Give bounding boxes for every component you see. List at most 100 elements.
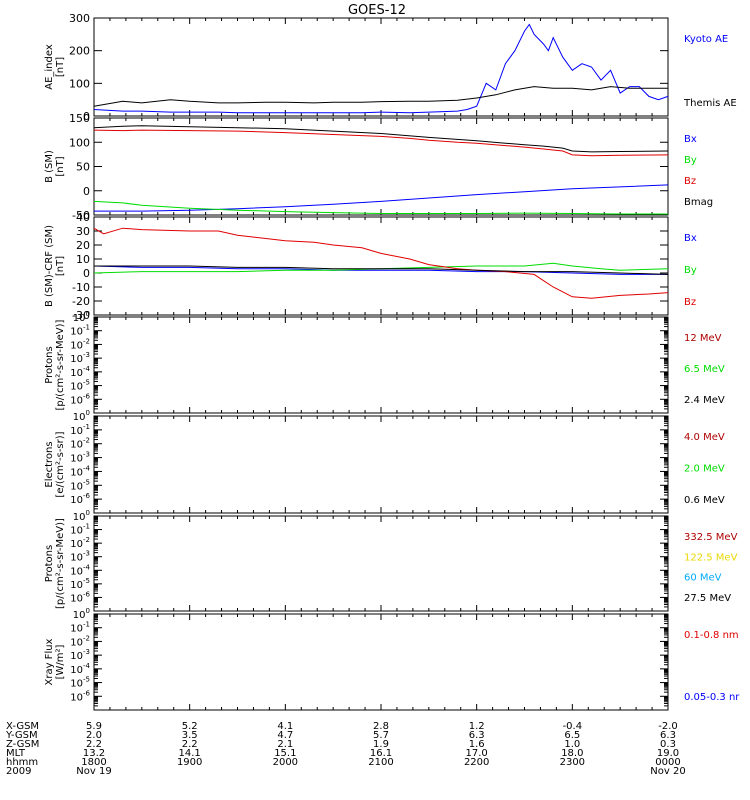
legend-entry: 27.5 MeV [684, 593, 731, 604]
y-tick-label: 10-1 [70, 523, 90, 537]
xaxis-value: 15.1 [274, 748, 296, 759]
xaxis-value: 2100 [368, 757, 393, 768]
y-tick-label: -30 [72, 309, 90, 322]
xaxis-value: 2200 [464, 757, 489, 768]
y-tick-label: 200 [69, 45, 90, 58]
y-tick-label: 10-6 [70, 392, 90, 406]
legend-entry: 0.05-0.3 nr [684, 692, 740, 703]
legend-entry: 2.4 MeV [684, 395, 725, 406]
legend-entry: Bx [684, 233, 697, 244]
panel-7: Xray Flux [W/m²] 10010-110-210-310-410-510… [44, 607, 740, 711]
y-tick-label: 40 [76, 211, 90, 224]
xaxis-value: 4.1 [277, 721, 293, 732]
xaxis-row-label: hhmm [6, 757, 38, 768]
y-axis-label: B (SM) [44, 150, 55, 183]
legend-entry: By [684, 155, 697, 166]
y-tick-label: 50 [76, 161, 90, 174]
series-line [93, 23, 669, 114]
y-tick-label: 10-4 [70, 563, 90, 577]
xaxis-value: 5.9 [86, 721, 102, 732]
y-axis-label: Protons [44, 346, 55, 383]
xaxis-value: 1.0 [564, 739, 580, 750]
xaxis-row-label: Z-GSM [6, 739, 39, 750]
y-tick-label: 10-3 [70, 648, 90, 662]
panel-2: B (SM) [nT] -50 0 50 100 150 Bx By Bz Bmag [44, 112, 713, 222]
xaxis-value: 1.2 [469, 721, 485, 732]
xaxis-value: 5.2 [182, 721, 198, 732]
y-tick-label: 10-6 [70, 689, 90, 703]
xaxis-value: 14.1 [179, 748, 201, 759]
panel-frame [93, 613, 669, 711]
y-tick-label: 10-2 [70, 437, 90, 451]
xaxis-row-label: Y-GSM [5, 730, 38, 741]
panel-6: Protons [p/(cm²-s-sr-MeV)] 10010-110-210-3… [44, 509, 738, 612]
y-axis-label: B (SM)-CRF (SM) [44, 225, 55, 307]
legend-entry: Bz [684, 297, 696, 308]
xaxis-value: 2300 [560, 757, 585, 768]
y-tick-label: 0 [83, 110, 90, 123]
xaxis-value: 1.9 [373, 739, 389, 750]
y-tick-label: 10-1 [70, 621, 90, 635]
legend-entry: 0.6 MeV [684, 495, 725, 506]
series-line [93, 86, 668, 107]
xaxis-value: 13.2 [83, 748, 105, 759]
series-line [93, 200, 668, 215]
y-tick-label: 10-4 [70, 365, 90, 379]
series-line [93, 129, 669, 157]
y-axis-label: [nT] [55, 156, 66, 176]
xaxis-value: 0000 [655, 757, 680, 768]
panel-1: AE_index [nT] 0 100 200 300 Kyoto AE Themis AE [44, 12, 737, 123]
panel-4: Protons [p/(cm²-s-sr-MeV)]10010-110-210-3… [44, 310, 725, 414]
series-line [93, 262, 669, 274]
panel-frame [93, 117, 669, 216]
y-tick-label: 10-2 [70, 634, 90, 648]
series-line [94, 265, 669, 275]
xaxis-value: 5.7 [373, 730, 389, 741]
legend-entry: 4.0 MeV [684, 432, 725, 443]
y-tick-label: 10-6 [70, 492, 90, 506]
xaxis-value: 6.3 [469, 730, 485, 741]
y-tick-label: 100 [73, 607, 90, 621]
xaxis-value: 2.2 [86, 739, 102, 750]
xaxis-value: 4.7 [277, 730, 293, 741]
xaxis-value: 18.0 [561, 748, 583, 759]
y-axis-label: [nT] [55, 57, 66, 77]
series-line [93, 125, 669, 153]
y-axis-label: [p/(cm²-s-sr-MeV)] [55, 319, 66, 410]
legend-entry: Kyoto AE [684, 34, 728, 45]
legend-entry: 122.5 MeV [684, 552, 738, 563]
legend-entry: Themis AE [683, 98, 737, 109]
y-axis-label: AE_index [44, 44, 55, 90]
y-tick-label: -50 [72, 209, 90, 222]
y-axis-label: [p/(cm²-s-sr-MeV)] [55, 518, 66, 609]
legend-entry: 0.1-0.8 nm [684, 630, 739, 641]
y-tick-label: 10-5 [70, 379, 90, 393]
xaxis-value: -2.0 [658, 721, 678, 732]
panel-frame [93, 515, 669, 612]
legend-entry: 2.0 MeV [684, 464, 725, 475]
y-tick-label: 10-3 [70, 451, 90, 465]
legend-entry: 60 MeV [684, 573, 722, 584]
xaxis-value: 1900 [177, 757, 202, 768]
y-tick-label: 10-5 [70, 676, 90, 690]
legend-entry: 6.5 MeV [684, 364, 725, 375]
y-axis-label: Electrons [44, 441, 55, 487]
legend-entry: By [684, 265, 697, 276]
y-tick-label: 30 [76, 225, 90, 238]
xaxis-value: 16.1 [370, 748, 392, 759]
series-line [93, 265, 668, 275]
legend-entry: 12 MeV [684, 333, 722, 344]
xaxis-value: 2.1 [277, 739, 293, 750]
y-axis-label: Protons [44, 545, 55, 582]
y-tick-label: 10-3 [70, 550, 90, 564]
xaxis-row-label: MLT [6, 748, 26, 759]
y-tick-label: 100 [73, 409, 90, 423]
y-tick-label: 10-4 [70, 662, 90, 676]
xaxis-value: 3.5 [182, 730, 198, 741]
xaxis-value: Nov 19 [76, 766, 111, 777]
xaxis-value: 2000 [273, 757, 298, 768]
xaxis-value: Nov 20 [650, 766, 685, 777]
y-tick-label: -20 [72, 295, 90, 308]
xaxis-value: -0.4 [563, 721, 583, 732]
